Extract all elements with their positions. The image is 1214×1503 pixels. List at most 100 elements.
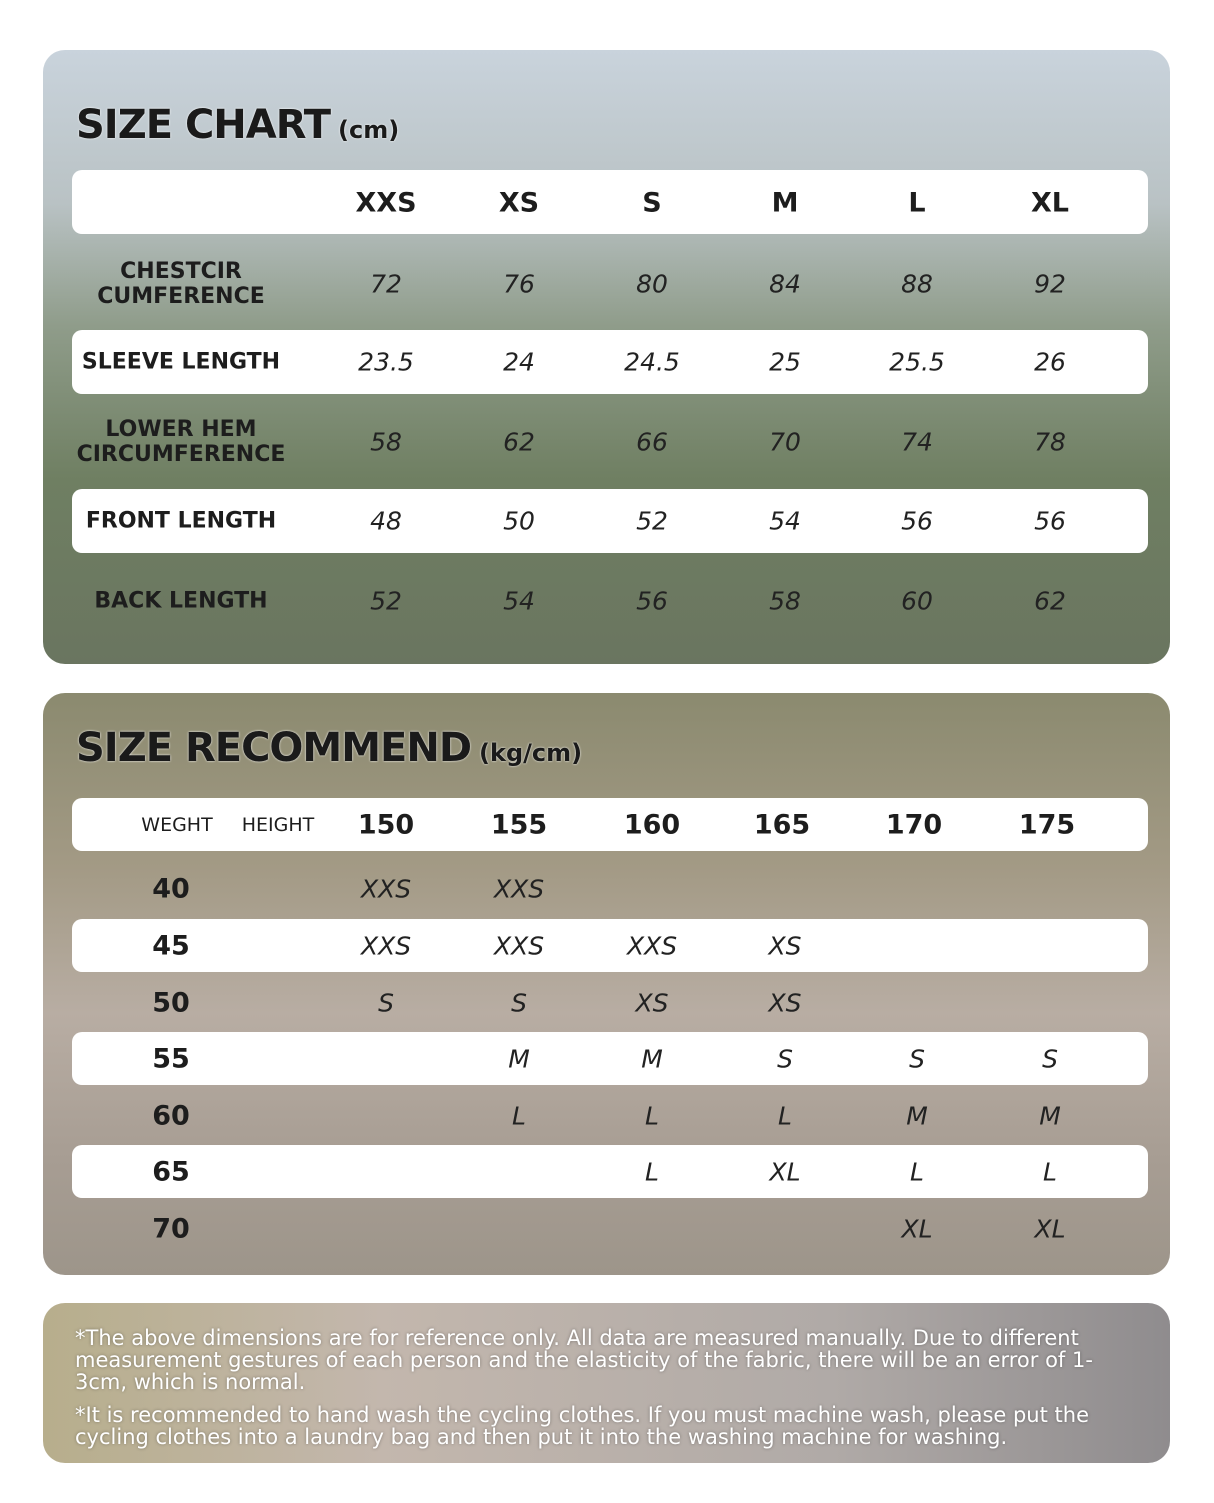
measurement-value: 56	[901, 506, 933, 536]
measurement-label: CHESTCIR CUMFERENCE	[97, 259, 265, 309]
measurement-value: 23.5	[358, 347, 414, 377]
size-header-band	[72, 170, 1148, 234]
size-header-s: S	[642, 187, 662, 219]
size-recommend-panel: SIZE RECOMMEND (kg/cm) WEGHT HEIGHT 150 15…	[43, 693, 1170, 1275]
row-band	[72, 330, 1148, 394]
recommended-size: L	[778, 1101, 792, 1131]
measurement-value: 70	[769, 427, 801, 457]
recommended-size: XXS	[493, 874, 545, 904]
size-header-xl: XL	[1030, 187, 1070, 219]
size-recommend-title: SIZE RECOMMEND (kg/cm)	[76, 725, 582, 771]
recommended-size: XL	[1034, 1214, 1066, 1244]
height-header-170: 170	[885, 809, 943, 841]
measurement-value: 54	[769, 506, 801, 536]
recommended-size: XS	[768, 988, 802, 1018]
measurement-value: 58	[769, 586, 801, 616]
size-header-l: L	[908, 187, 926, 219]
measurement-value: 76	[503, 269, 535, 299]
measurement-value: 58	[370, 427, 402, 457]
row-band	[72, 919, 1148, 972]
weight-value: 65	[152, 1156, 190, 1188]
measurement-value: 24	[503, 347, 535, 377]
measurement-value: 72	[370, 269, 402, 299]
measurement-value: 62	[503, 427, 535, 457]
measurement-value: 56	[636, 586, 668, 616]
recommended-size: L	[645, 1101, 659, 1131]
size-header-xxs: XXS	[355, 187, 417, 219]
measurement-value: 48	[370, 506, 402, 536]
height-header-band	[72, 798, 1148, 851]
note-washing: *It is recommended to hand wash the cycl…	[75, 1403, 1089, 1449]
row-band	[72, 1145, 1148, 1198]
measurement-value: 60	[901, 586, 933, 616]
measurement-value: 50	[503, 506, 535, 536]
measurement-label: LOWER HEM CIRCUMFERENCE	[76, 417, 286, 467]
weight-label: WEGHT	[141, 814, 213, 836]
measurement-value: 74	[901, 427, 933, 457]
recommended-size: XS	[768, 931, 802, 961]
recommended-size: S	[777, 1044, 793, 1074]
weight-value: 70	[152, 1213, 190, 1245]
recommended-size: XXS	[360, 874, 412, 904]
recommended-size: S	[378, 988, 394, 1018]
measurement-value: 54	[503, 586, 535, 616]
measurement-value: 92	[1034, 269, 1066, 299]
weight-value: 45	[152, 930, 190, 962]
weight-value: 55	[152, 1043, 190, 1075]
recommended-size: S	[511, 988, 527, 1018]
height-label: HEIGHT	[241, 814, 315, 836]
recommended-size: M	[906, 1101, 928, 1131]
size-chart-title: SIZE CHART (cm)	[76, 102, 399, 148]
row-band	[72, 1032, 1148, 1085]
recommended-size: S	[1042, 1044, 1058, 1074]
weight-value: 40	[152, 873, 190, 905]
height-header-150: 150	[357, 809, 415, 841]
size-header-xs: XS	[498, 187, 540, 219]
size-chart-panel: SIZE CHART (cm) XXS XS S M L XL CHESTCIR CUMFER…	[43, 50, 1170, 664]
measurement-value: 26	[1034, 347, 1066, 377]
recommended-size: L	[645, 1157, 659, 1187]
size-recommend-heading: SIZE RECOMMEND	[76, 725, 472, 771]
size-chart-heading: SIZE CHART	[76, 102, 331, 148]
measurement-value: 25	[769, 347, 801, 377]
height-header-165: 165	[753, 809, 811, 841]
height-header-155: 155	[490, 809, 548, 841]
weight-value: 60	[152, 1100, 190, 1132]
size-chart-unit: (cm)	[338, 116, 400, 144]
measurement-value: 88	[901, 269, 933, 299]
recommended-size: XXS	[360, 931, 412, 961]
recommended-size: XXS	[493, 931, 545, 961]
recommended-size: M	[641, 1044, 663, 1074]
recommended-size: L	[910, 1157, 924, 1187]
measurement-value: 52	[636, 506, 668, 536]
measurement-value: 24.5	[624, 347, 680, 377]
height-header-175: 175	[1018, 809, 1076, 841]
measurement-label: SLEEVE LENGTH	[81, 349, 281, 375]
recommended-size: L	[1043, 1157, 1057, 1187]
recommended-size: XS	[635, 988, 669, 1018]
measurement-value: 66	[636, 427, 668, 457]
measurement-label: FRONT LENGTH	[85, 508, 277, 534]
measurement-label: BACK LENGTH	[94, 588, 268, 614]
measurement-value: 56	[1034, 506, 1066, 536]
measurement-value: 84	[769, 269, 801, 299]
height-header-160: 160	[623, 809, 681, 841]
recommended-size: M	[508, 1044, 530, 1074]
recommended-size: M	[1039, 1101, 1061, 1131]
measurement-value: 78	[1034, 427, 1066, 457]
measurement-value: 62	[1034, 586, 1066, 616]
note-measurement: *The above dimensions are for reference …	[75, 1326, 1093, 1394]
recommended-size: L	[512, 1101, 526, 1131]
recommended-size: XXS	[626, 931, 678, 961]
measurement-value: 52	[370, 586, 402, 616]
weight-value: 50	[152, 987, 190, 1019]
recommended-size: XL	[769, 1157, 801, 1187]
measurement-value: 80	[636, 269, 668, 299]
notes-panel: *The above dimensions are for reference …	[43, 1303, 1170, 1463]
recommended-size: S	[909, 1044, 925, 1074]
recommended-size: XL	[901, 1214, 933, 1244]
size-header-m: M	[771, 187, 799, 219]
measurement-value: 25.5	[889, 347, 945, 377]
row-band	[72, 489, 1148, 553]
size-recommend-unit: (kg/cm)	[479, 739, 583, 767]
